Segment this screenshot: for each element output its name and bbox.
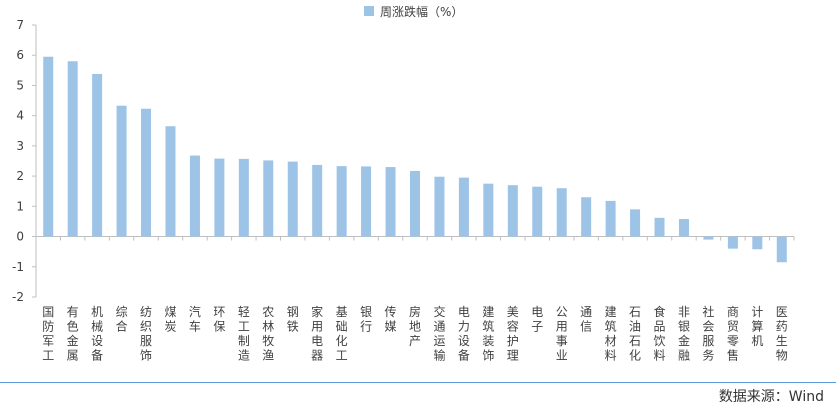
- bar-食品饮料: [654, 217, 665, 237]
- bar-综合: [116, 105, 127, 237]
- category-label: 基础化工: [336, 305, 348, 363]
- bar-建筑材料: [605, 200, 616, 237]
- category-label: 商贸零售: [727, 304, 739, 363]
- category-label: 计算机: [751, 305, 763, 348]
- category-label: 电力设备: [458, 305, 470, 363]
- category-label: 公用事业: [556, 305, 568, 363]
- category-label: 机械设备: [91, 305, 103, 363]
- bar-传媒: [385, 167, 396, 237]
- category-label: 通信: [580, 305, 592, 334]
- category-label: 石油石化: [629, 305, 641, 363]
- category-label: 银行: [360, 305, 372, 334]
- bar-家用电器: [312, 164, 323, 237]
- bar-建筑装饰: [483, 183, 494, 237]
- y-tick-label: -1: [12, 260, 24, 274]
- category-label: 农林牧渔: [262, 305, 274, 363]
- y-tick-label: 4: [16, 109, 24, 123]
- bar-社会服务: [703, 236, 714, 240]
- bar-公用事业: [556, 188, 567, 237]
- y-tick-label: 3: [16, 139, 24, 153]
- y-tick-label: 6: [16, 48, 24, 62]
- category-label: 建筑装饰: [482, 305, 494, 363]
- category-label: 非银金融: [678, 305, 690, 363]
- category-label: 纺织服饰: [140, 305, 152, 363]
- category-label: 食品饮料: [654, 304, 666, 363]
- bar-汽车: [189, 155, 200, 237]
- bar-房地产: [410, 170, 420, 237]
- category-label: 煤炭: [164, 305, 176, 334]
- bar-煤炭: [165, 126, 176, 237]
- category-label: 有色金属: [67, 305, 79, 363]
- y-tick-label: 5: [16, 78, 24, 92]
- bar-基础化工: [336, 166, 347, 237]
- bar-美容护理: [507, 185, 518, 237]
- category-label: 国防军工: [42, 305, 54, 363]
- y-tick-label: 1: [16, 199, 24, 213]
- bar-有色金属: [67, 61, 78, 237]
- category-label: 建筑材料: [605, 305, 617, 363]
- bar-纺织服饰: [141, 108, 152, 237]
- category-label: 汽车: [189, 304, 201, 334]
- legend-label: 周涨跌幅（%）: [380, 4, 463, 19]
- category-label: 轻工制造: [238, 305, 250, 363]
- category-label: 房地产: [409, 304, 421, 348]
- bar-电力设备: [458, 177, 469, 237]
- bar-医药生物: [776, 236, 787, 263]
- bar-钢铁: [287, 161, 298, 237]
- bar-机械设备: [92, 73, 103, 237]
- y-tick-label: -2: [12, 290, 24, 304]
- category-label: 家用电器: [311, 304, 323, 363]
- bar-商贸零售: [727, 236, 738, 249]
- bar-非银金融: [678, 219, 689, 237]
- bar-银行: [361, 166, 372, 237]
- category-label: 美容护理: [507, 305, 519, 363]
- category-label: 环保: [213, 305, 225, 334]
- category-label: 传媒: [385, 304, 397, 334]
- y-tick-label: 2: [16, 169, 24, 183]
- category-label: 钢铁: [287, 305, 299, 334]
- category-label: 电子: [531, 305, 543, 334]
- category-label: 医药生物: [776, 305, 788, 363]
- legend-swatch: [364, 6, 374, 16]
- bar-轻工制造: [238, 158, 249, 237]
- bar-石油石化: [630, 209, 641, 237]
- category-label: 综合: [116, 305, 128, 334]
- legend: 周涨跌幅（%）: [364, 4, 463, 19]
- bar-农林牧渔: [263, 160, 274, 237]
- y-tick-label: 7: [16, 18, 24, 32]
- bar-国防军工: [43, 56, 54, 237]
- source-note: 数据来源：Wind: [718, 389, 824, 405]
- y-axis: -2 -1 0 1 2 3 4 5 6 7: [12, 18, 795, 304]
- bar-计算机: [752, 236, 763, 250]
- bar-电子: [532, 186, 543, 237]
- category-label: 社会服务: [702, 304, 714, 363]
- bar-通信: [581, 197, 592, 237]
- footer-divider: [0, 382, 836, 383]
- category-label: 交通运输: [433, 304, 445, 363]
- bars: [43, 56, 787, 263]
- bar-交通运输: [434, 176, 445, 237]
- bar-环保: [214, 158, 225, 237]
- y-tick-label: 0: [16, 230, 24, 244]
